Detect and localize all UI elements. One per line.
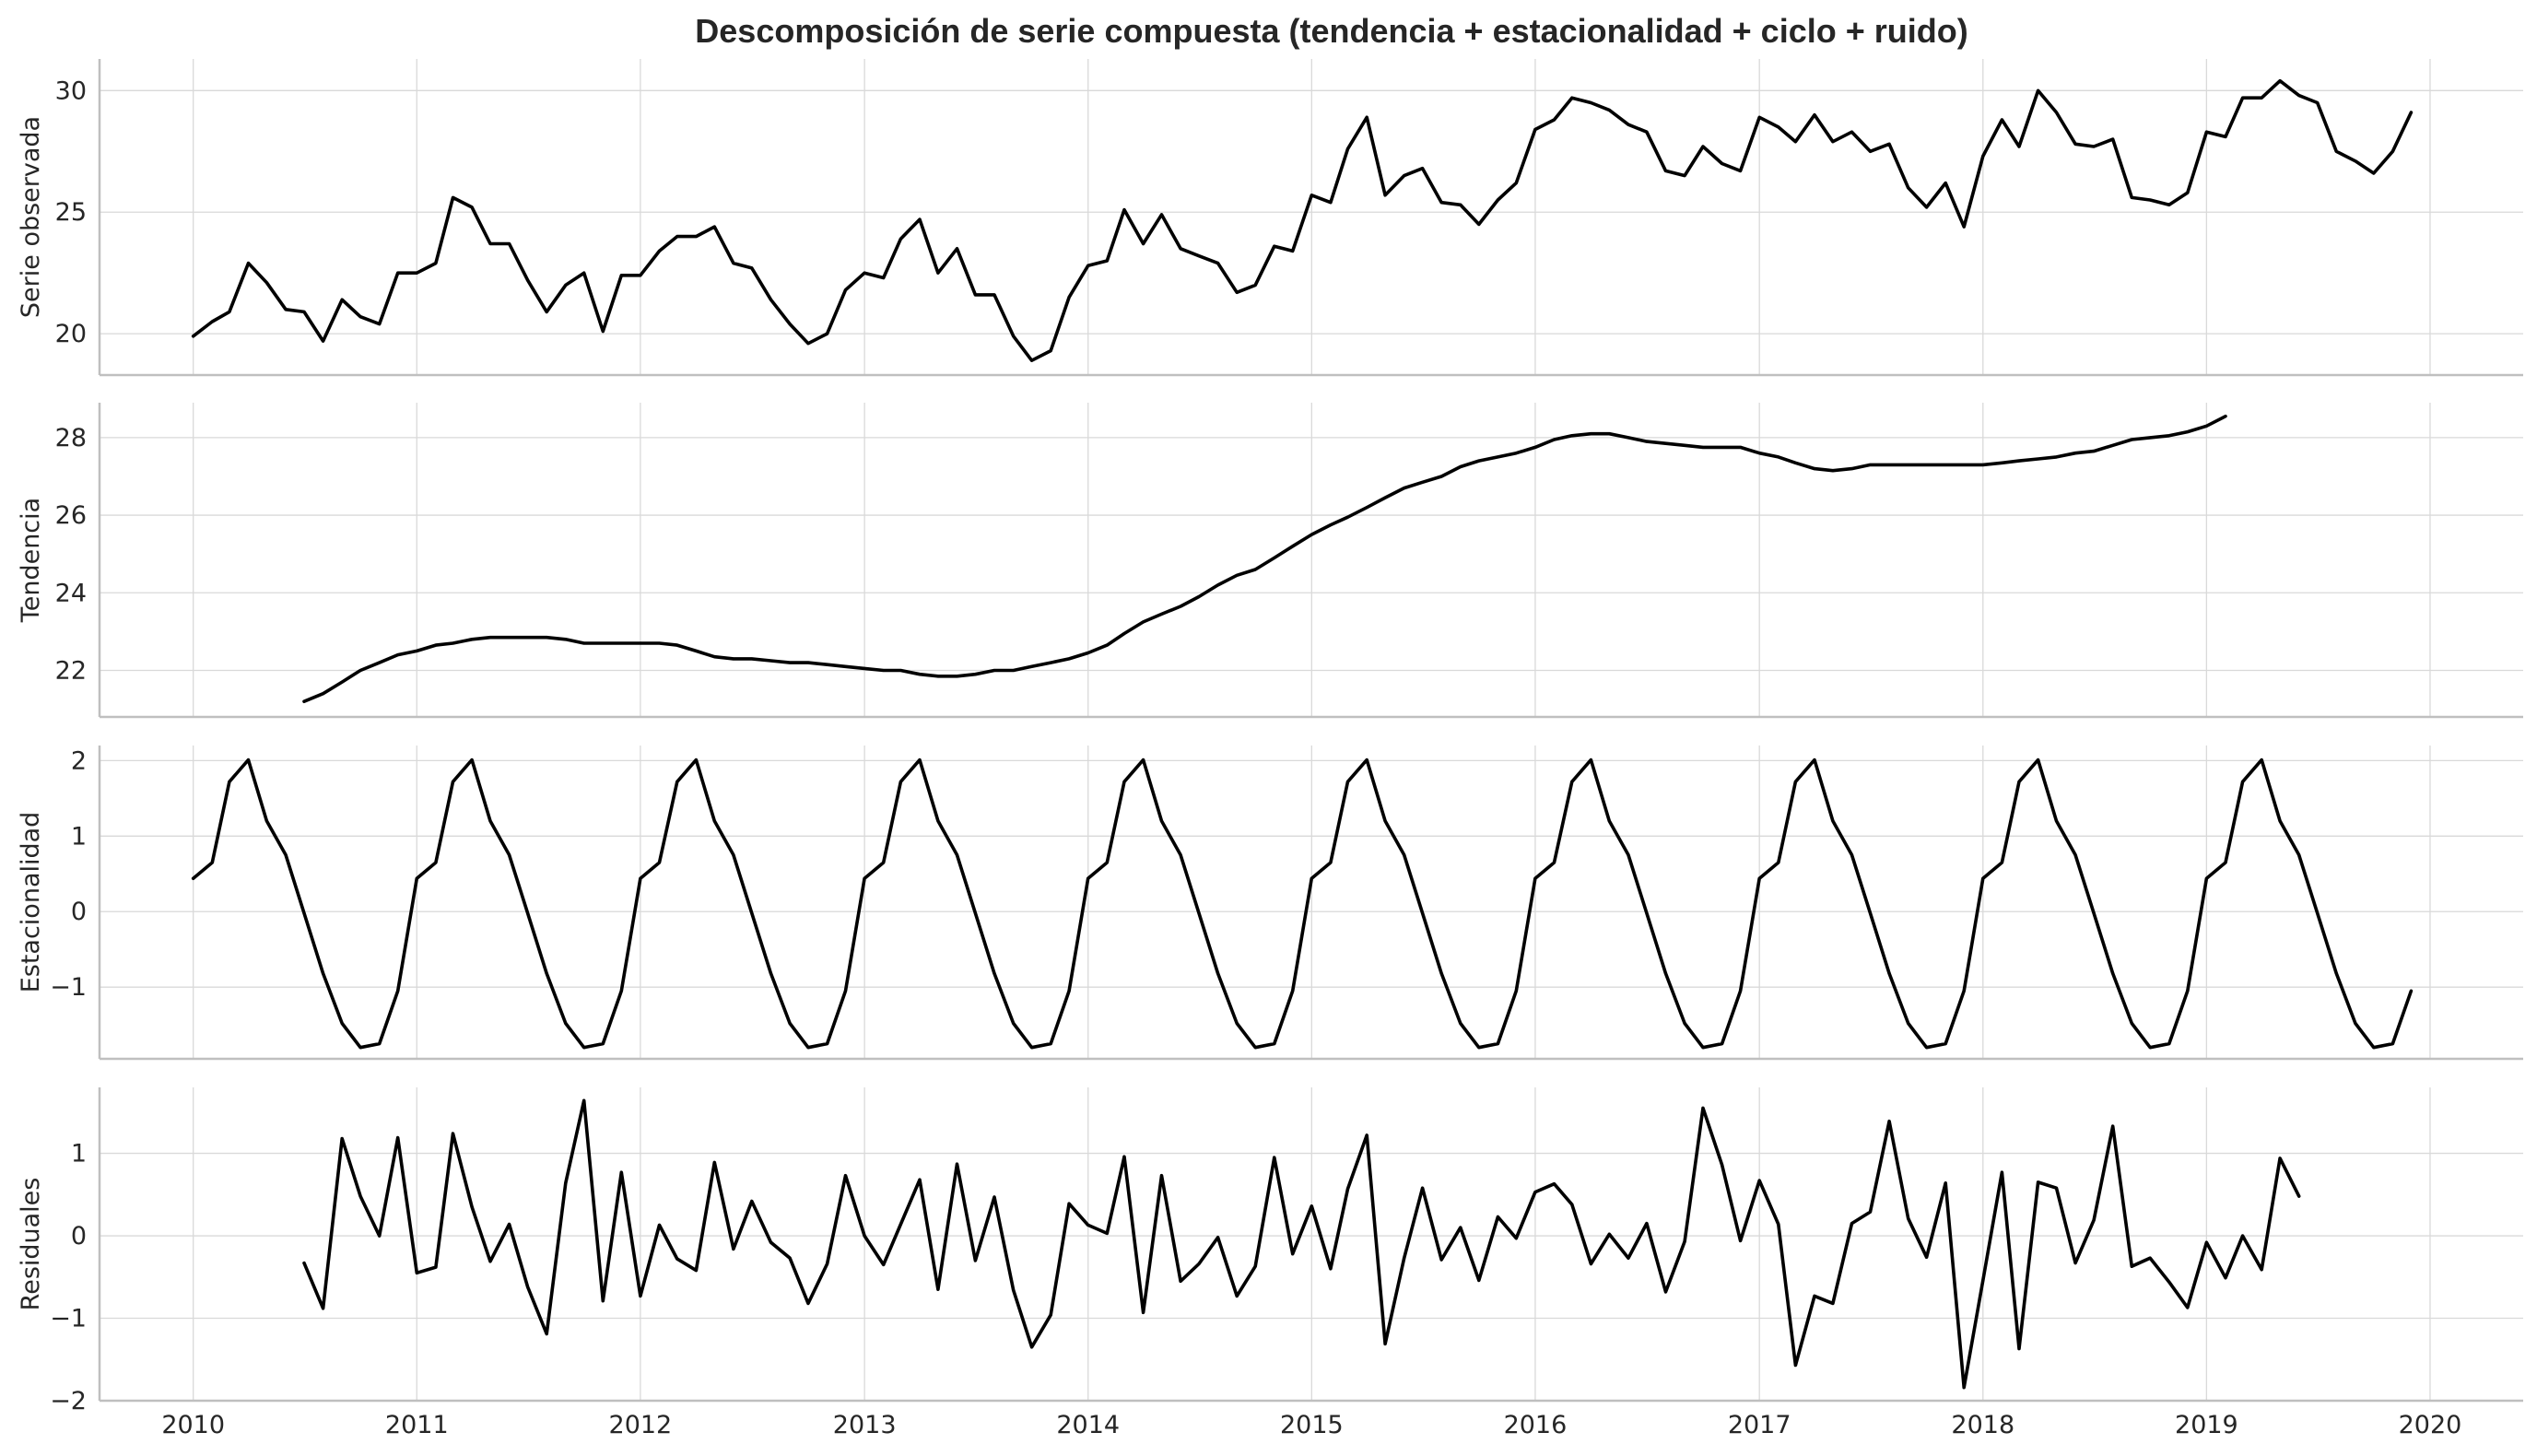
series-line-2 [302,414,2227,704]
chart-title: Descomposición de serie compuesta (tende… [695,12,1967,50]
series-line-1 [191,78,2414,363]
y-tick-label: 2 [71,746,87,775]
y-tick-label: −1 [50,973,87,1002]
y-tick-label: 28 [55,424,87,452]
x-axis: 2010 2011 2012 2013 2014 2015 2016 2017 2018 2019… [161,1411,2461,1439]
y-axis-label: Estacionalidad [17,812,45,993]
x-tick-label: 2017 [1728,1411,1791,1439]
y-axis-label: Residuales [17,1178,45,1311]
y-axis-label: Serie observada [17,116,45,318]
panel-2: 22 24 26 28 Tendencia [17,403,2523,719]
y-tick-label: 25 [55,198,87,227]
y-tick-label: 0 [71,1222,87,1251]
panel-3: −1 0 1 2 Estacionalidad [17,746,2523,1061]
y-tick-label: 0 [71,898,87,926]
y-tick-label: 30 [55,76,87,105]
series-line-4 [302,1098,2301,1390]
x-tick-label: 2016 [1504,1411,1568,1439]
x-tick-label: 2014 [1056,1411,1120,1439]
series-line-3 [191,757,2414,1050]
y-tick-label: 24 [55,579,87,607]
panel-1: 20 25 30 Serie observada [17,59,2523,377]
x-tick-label: 2012 [609,1411,673,1439]
x-tick-label: 2013 [833,1411,897,1439]
y-tick-label: −1 [50,1305,87,1333]
y-tick-label: 20 [55,320,87,348]
x-tick-label: 2015 [1280,1411,1344,1439]
x-tick-label: 2020 [2399,1411,2462,1439]
y-axis-label: Tendencia [17,498,45,623]
y-tick-label: 1 [71,1140,87,1168]
y-tick-label: −2 [50,1387,87,1415]
x-tick-label: 2010 [161,1411,225,1439]
y-tick-label: 1 [71,822,87,851]
y-tick-label: 22 [55,656,87,685]
x-tick-label: 2011 [385,1411,449,1439]
x-tick-label: 2019 [2175,1411,2238,1439]
y-tick-label: 26 [55,501,87,530]
panel-4: −2 −1 0 1 Residuales [17,1087,2523,1415]
x-tick-label: 2018 [1951,1411,2014,1439]
